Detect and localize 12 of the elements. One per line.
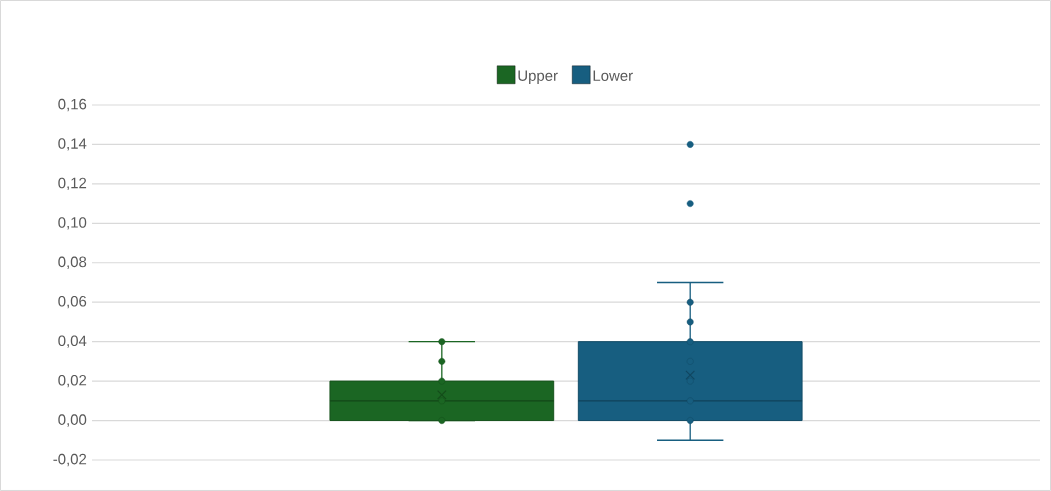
legend-label: Lower [593, 70, 633, 81]
y-tick-label: 0,12 [58, 177, 87, 191]
y-tick-label: 0,08 [58, 256, 87, 269]
y-tick-label: 0,10 [58, 217, 87, 230]
y-tick-label: 0,00 [58, 414, 87, 427]
y-tick-label: 0,04 [58, 335, 87, 348]
legend-label: Upper [518, 70, 558, 84]
y-tick-label: 0,14 [58, 138, 87, 151]
y-tick-label: 0,02 [58, 374, 87, 388]
y-tick-label: 0,16 [58, 98, 87, 112]
y-tick-label: 0,06 [58, 296, 87, 309]
y-tick-label: -0,02 [53, 453, 87, 467]
